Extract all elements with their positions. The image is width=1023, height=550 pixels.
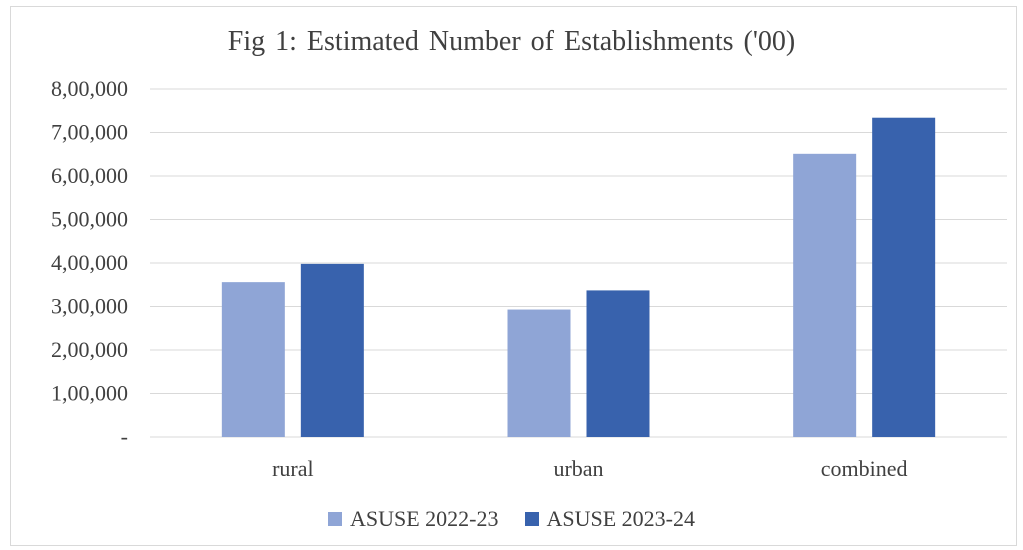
y-tick-label: - (121, 424, 128, 449)
y-tick-label: 2,00,000 (51, 337, 128, 362)
legend-swatch-series-1 (327, 512, 342, 526)
y-tick-label: 3,00,000 (51, 294, 128, 319)
x-tick-label: rural (272, 456, 314, 481)
bar (586, 290, 650, 437)
chart-legend: ASUSE 2022-23 ASUSE 2023-24 (0, 506, 1023, 532)
bar (221, 282, 285, 437)
y-tick-label: 4,00,000 (51, 250, 128, 275)
bar (507, 309, 571, 437)
y-tick-label: 7,00,000 (51, 120, 128, 145)
y-tick-label: 6,00,000 (51, 163, 128, 188)
legend-item-series-2: ASUSE 2023-24 (524, 506, 696, 532)
bar (872, 117, 936, 438)
x-tick-label: combined (821, 456, 908, 481)
bar (793, 153, 857, 437)
chart-title: Fig 1: Estimated Number of Establishment… (227, 26, 796, 57)
y-tick-label: 8,00,000 (51, 76, 128, 101)
legend-item-series-1: ASUSE 2022-23 (327, 506, 499, 532)
y-tick-label: 5,00,000 (51, 207, 128, 232)
y-tick-label: 1,00,000 (51, 381, 128, 406)
legend-label-series-1: ASUSE 2022-23 (349, 506, 499, 531)
bar (300, 263, 364, 437)
legend-label-series-2: ASUSE 2023-24 (546, 506, 696, 531)
legend-swatch-series-2 (524, 512, 539, 526)
x-tick-label: urban (553, 456, 603, 481)
